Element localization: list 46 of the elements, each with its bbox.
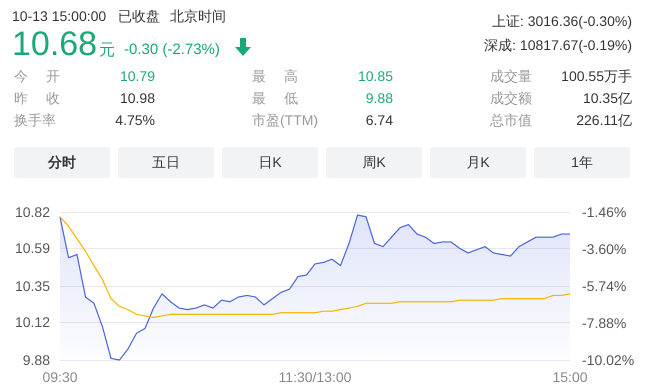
text: 已收盘 <box>118 8 160 25</box>
y2-tick-label: -10.02% <box>582 352 634 368</box>
text: 换手率 <box>14 112 56 129</box>
text: 10.98 <box>120 90 155 107</box>
text: 最 高 <box>252 68 298 85</box>
y-tick-label: 10.12 <box>14 314 50 330</box>
text: 深成: 10817.67(-0.19%) <box>484 37 632 54</box>
text: 五日 <box>152 154 180 172</box>
x-tick-label: 09:30 <box>42 369 78 385</box>
text: 月K <box>466 154 490 172</box>
text: 市盈(TTM) <box>252 112 318 129</box>
text: 成交量 <box>490 68 532 85</box>
text: 100.55万手 <box>561 68 632 85</box>
y2-tick-label: -3.60% <box>582 241 626 257</box>
text: 6.74 <box>366 112 393 129</box>
text: 元 <box>99 41 115 60</box>
text: 226.11亿 <box>576 112 632 129</box>
text: -0.30 (-2.73%) <box>124 41 220 59</box>
text: 10.85 <box>358 68 393 85</box>
text: 总市值 <box>490 112 532 129</box>
y-tick-label: 10.35 <box>14 278 50 294</box>
x-tick-label: 11:30/13:00 <box>278 369 352 385</box>
x-tick-label: 15:00 <box>552 369 588 385</box>
text: 昨 收 <box>14 90 60 107</box>
text: 1年 <box>571 154 593 172</box>
text: 成交额 <box>490 90 532 107</box>
text: 周K <box>362 154 386 172</box>
y-tick-label: 10.59 <box>14 240 50 256</box>
text: 9.88 <box>366 90 393 107</box>
y2-tick-label: -7.88% <box>582 315 626 331</box>
text: 10.35亿 <box>582 90 632 107</box>
text: 今 开 <box>14 68 60 85</box>
text: 10.79 <box>120 68 155 85</box>
line-series <box>59 216 571 318</box>
text: 10.68 <box>12 24 98 65</box>
text: 上证: 3016.36(-0.30%) <box>492 13 632 30</box>
text: 北京时间 <box>170 8 226 25</box>
text: 分时 <box>48 154 76 172</box>
text: 最 低 <box>252 90 298 107</box>
text: 4.75% <box>115 112 155 129</box>
y-tick-label: 9.88 <box>22 352 50 368</box>
text: 日K <box>258 154 282 172</box>
y2-tick-label: -1.46% <box>582 204 626 220</box>
y2-tick-label: -5.74% <box>582 278 626 294</box>
y-tick-label: 10.82 <box>14 204 50 220</box>
text: 10-13 15:00:00 <box>12 8 106 25</box>
